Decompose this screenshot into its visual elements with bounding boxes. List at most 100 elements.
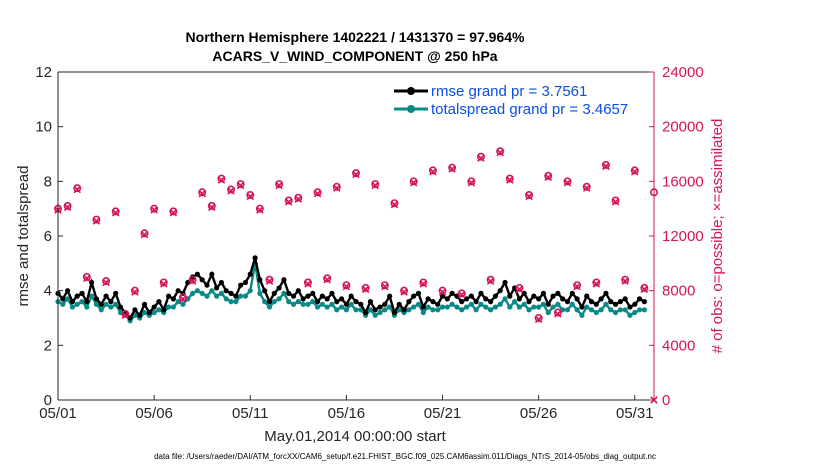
obs-assimilated-point xyxy=(381,282,389,291)
y-right-tick-label: 20000 xyxy=(662,119,704,136)
obs-possible-point xyxy=(409,177,418,186)
obs-assimilated-point xyxy=(131,288,139,296)
obs-assimilated-point xyxy=(92,217,101,225)
totalspread-point xyxy=(468,301,474,307)
rmse-point xyxy=(310,290,316,296)
totalspread-point xyxy=(622,307,628,313)
totalspread-point xyxy=(459,307,465,313)
totalspread-point xyxy=(439,304,446,310)
obs-possible-point xyxy=(265,275,274,284)
rmse-point xyxy=(194,271,200,277)
obs-assimilated-point xyxy=(352,170,360,179)
y-tick-label: 0 xyxy=(44,392,52,409)
obs-assimilated-point xyxy=(477,154,485,162)
rmse-point xyxy=(74,293,80,299)
rmse-point xyxy=(247,271,253,277)
totalspread-point xyxy=(483,304,489,310)
obs-possible-point xyxy=(73,184,82,193)
totalspread-point xyxy=(411,304,417,310)
rmse-point xyxy=(598,296,604,302)
totalspread-point xyxy=(141,309,148,316)
obs-possible-point xyxy=(563,177,572,186)
obs-assimilated-point xyxy=(448,165,456,173)
totalspread-point xyxy=(536,304,542,310)
rmse-point xyxy=(612,301,619,307)
x-tick-label: 05/26 xyxy=(520,405,558,422)
totalspread-point xyxy=(271,299,277,305)
obs-assimilated-point xyxy=(611,198,620,206)
obs-possible-point xyxy=(178,293,187,302)
rmse-point xyxy=(377,304,383,310)
rmse-point xyxy=(387,293,393,299)
y-right-tick-label: 16000 xyxy=(662,173,704,190)
obs-assimilated-point xyxy=(140,230,149,239)
totalspread-point xyxy=(170,304,176,310)
totalspread-point xyxy=(367,307,374,313)
obs-possible-point xyxy=(438,286,447,295)
totalspread-point xyxy=(526,307,532,313)
obs-possible-point xyxy=(313,188,322,197)
x-tick-label: 05/16 xyxy=(328,405,366,422)
rmse-point xyxy=(622,296,628,302)
obs-possible-point xyxy=(467,177,476,186)
ticks-layer: 05/01 05/06 05/11 05/16 05/21 05/26 05/31 0 2 4 6 8… xyxy=(35,64,703,422)
rmse-point xyxy=(420,304,426,310)
totalspread-point xyxy=(415,301,422,307)
obs-possible-point xyxy=(534,313,543,322)
obs-assimilated-point xyxy=(371,181,379,190)
totalspread-point xyxy=(151,309,157,316)
totalspread-point xyxy=(295,299,301,305)
rmse-point xyxy=(324,296,330,302)
rmse-point xyxy=(608,299,614,305)
obs-possible-point xyxy=(217,174,226,183)
rmse-point xyxy=(305,293,311,299)
legend-spread-label: totalspread grand pr = 3.4657 xyxy=(431,101,628,118)
obs-assimilated-point xyxy=(525,192,533,201)
obs-possible-point xyxy=(630,166,639,175)
y-axis-label: rmse and totalspread xyxy=(15,166,32,307)
totalspread-point xyxy=(555,301,561,307)
totalspread-point xyxy=(218,290,225,296)
totalspread-point xyxy=(617,307,623,313)
rmse-point xyxy=(507,293,513,299)
obs-assimilated-point xyxy=(227,187,235,195)
rmse-point xyxy=(550,293,556,299)
totalspread-point xyxy=(65,296,71,302)
rmse-point xyxy=(146,309,152,316)
rmse-point xyxy=(319,293,325,299)
series-layer xyxy=(55,255,647,324)
obs-possible-point xyxy=(419,278,428,287)
totalspread-point xyxy=(223,296,229,302)
totalspread-point xyxy=(209,288,215,294)
obs-possible-point xyxy=(505,174,514,183)
obs-possible-point xyxy=(380,281,389,290)
totalspread-point xyxy=(93,301,100,307)
rmse-point xyxy=(84,299,90,305)
rmse-point xyxy=(430,299,436,305)
obs-assimilated-point xyxy=(640,285,649,294)
rmse-point xyxy=(343,301,349,307)
obs-assimilated-point xyxy=(265,277,274,285)
totalspread-point xyxy=(319,301,325,307)
obs-possible-point xyxy=(371,180,380,189)
rmse-point xyxy=(252,255,258,261)
totalspread-point xyxy=(348,301,354,307)
obs-possible-point xyxy=(198,188,207,197)
legend: rmse grand pr = 3.7561 totalspread grand… xyxy=(394,83,628,118)
rmse-point xyxy=(372,307,378,313)
rmse-point xyxy=(358,301,364,307)
rmse-point xyxy=(204,282,210,288)
legend-rmse-marker xyxy=(407,87,415,95)
rmse-point xyxy=(276,285,282,291)
rmse-point xyxy=(338,296,345,302)
rmse-point xyxy=(108,299,114,305)
obs-possible-point xyxy=(227,185,236,194)
totalspread-point xyxy=(564,307,571,313)
obs-assimilated-point xyxy=(323,275,331,284)
rmse-point xyxy=(627,304,633,310)
rmse-point xyxy=(526,299,532,305)
obs-assimilated-point xyxy=(361,285,370,294)
totalspread-point xyxy=(387,304,393,310)
rmse-point xyxy=(588,299,595,305)
totalspread-point xyxy=(382,307,388,313)
